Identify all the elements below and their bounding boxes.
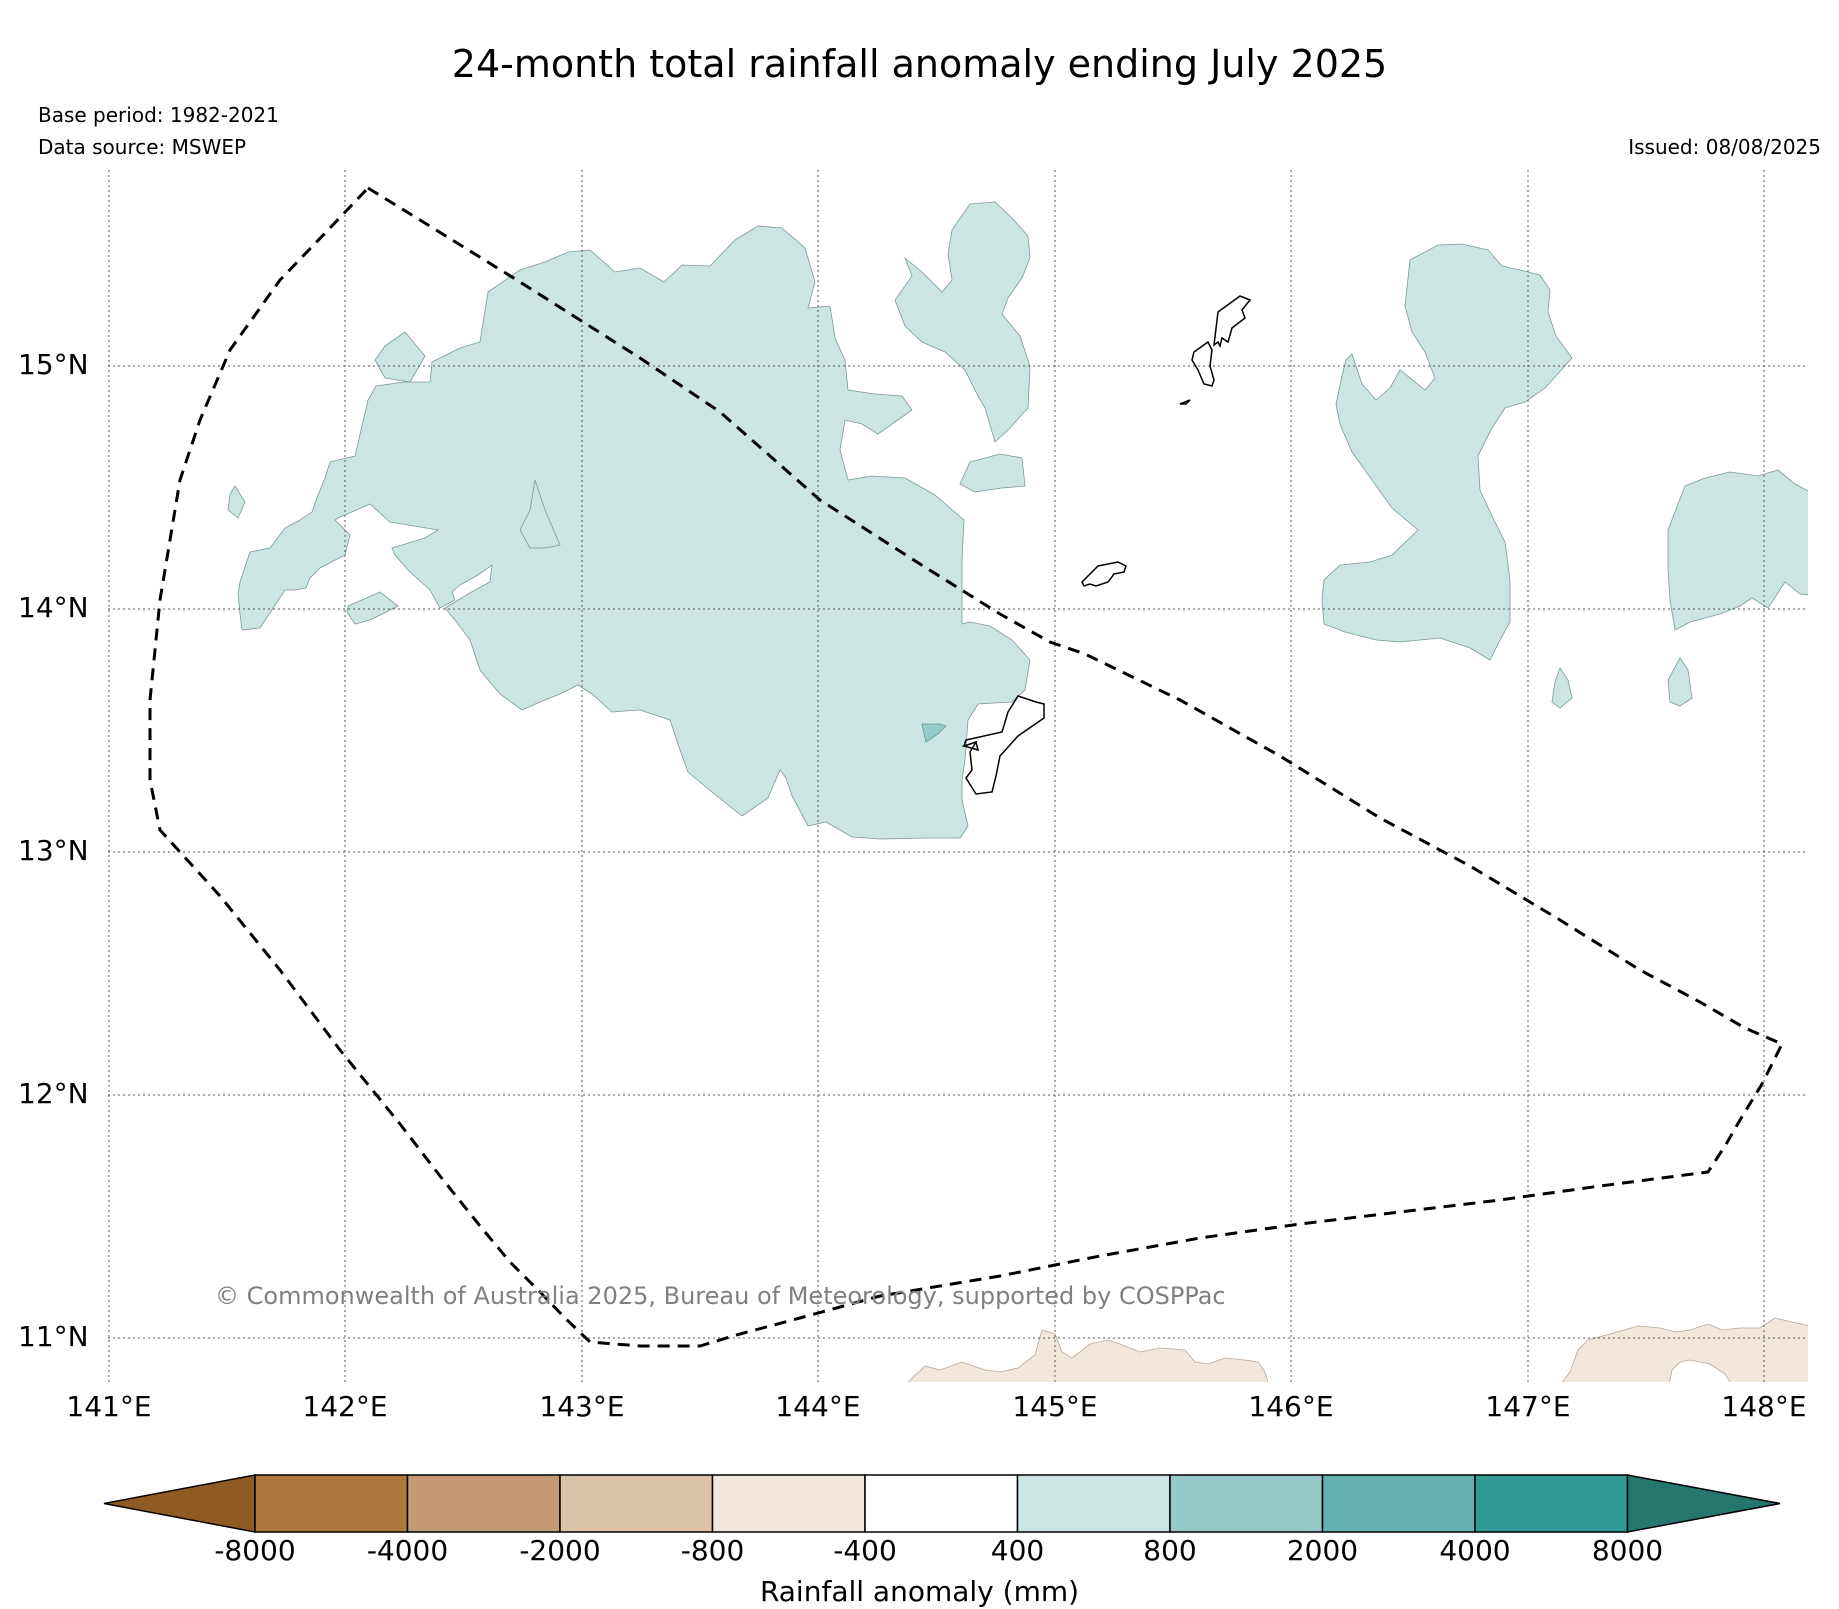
rainfall-anomaly-map: © Commonwealth of Australia 2025, Bureau… bbox=[108, 170, 1808, 1382]
issued-date: Issued: 08/08/2025 bbox=[1628, 135, 1821, 159]
lon-label-146e: 146°E bbox=[1248, 1390, 1334, 1423]
lat-label-13n: 13°N bbox=[18, 834, 89, 867]
colorbar-tick-label: 400 bbox=[990, 1534, 1045, 1567]
colorbar-extend-high bbox=[1626, 1474, 1781, 1533]
colorbar-segment bbox=[1474, 1474, 1629, 1533]
lat-label-14n: 14°N bbox=[18, 591, 89, 624]
colorbar-segment bbox=[559, 1474, 714, 1533]
lon-label-148e: 148°E bbox=[1721, 1390, 1807, 1423]
colorbar-tick-label: -2000 bbox=[519, 1534, 601, 1567]
lon-label-142e: 142°E bbox=[302, 1390, 388, 1423]
base-period-note: Base period: 1982-2021 bbox=[38, 103, 279, 127]
lon-label-144e: 144°E bbox=[775, 1390, 861, 1423]
lon-label-143e: 143°E bbox=[539, 1390, 625, 1423]
region-boundary-dashed bbox=[148, 186, 1785, 1348]
lon-label-147e: 147°E bbox=[1485, 1390, 1571, 1423]
colorbar-segment bbox=[1321, 1474, 1476, 1533]
colorbar-segment bbox=[711, 1474, 866, 1533]
colorbar-segment bbox=[406, 1474, 561, 1533]
colorbar-tick-label: 4000 bbox=[1439, 1534, 1511, 1567]
copyright-notice: © Commonwealth of Australia 2025, Bureau… bbox=[215, 1282, 1226, 1310]
data-source-note: Data source: MSWEP bbox=[38, 135, 247, 159]
colorbar bbox=[103, 1474, 1781, 1533]
colorbar-tick-label: 8000 bbox=[1591, 1534, 1664, 1567]
colorbar-segment bbox=[864, 1474, 1019, 1533]
colorbar-tick-label: 800 bbox=[1143, 1534, 1197, 1567]
colorbar-tick-label: -4000 bbox=[366, 1534, 449, 1567]
colorbar-segment bbox=[254, 1474, 409, 1533]
colorbar-segment bbox=[1016, 1474, 1171, 1533]
island-coastlines bbox=[961, 295, 1252, 795]
lat-label-11n: 11°N bbox=[18, 1320, 89, 1353]
colorbar-title: Rainfall anomaly (mm) bbox=[759, 1575, 1080, 1608]
anomaly-region-800-2000 bbox=[921, 723, 947, 743]
lon-label-145e: 145°E bbox=[1012, 1390, 1098, 1423]
lat-label-12n: 12°N bbox=[18, 1077, 89, 1110]
map-gridlines bbox=[108, 170, 1808, 1382]
colorbar-tick-label: -8000 bbox=[214, 1534, 296, 1567]
colorbar-extend-low bbox=[103, 1474, 256, 1533]
colorbar-tick-label: 2000 bbox=[1286, 1534, 1359, 1567]
map-title: 24-month total rainfall anomaly ending J… bbox=[451, 42, 1388, 86]
colorbar-tick-label: -400 bbox=[833, 1534, 897, 1567]
lon-label-141e: 141°E bbox=[66, 1390, 152, 1423]
colorbar-segment bbox=[1169, 1474, 1324, 1533]
lat-label-15n: 15°N bbox=[18, 348, 89, 381]
colorbar-tick-label: -800 bbox=[680, 1534, 745, 1567]
anomaly-region-neg-800-neg-400 bbox=[907, 1317, 1808, 1382]
anomaly-region-400-800 bbox=[227, 201, 1808, 840]
